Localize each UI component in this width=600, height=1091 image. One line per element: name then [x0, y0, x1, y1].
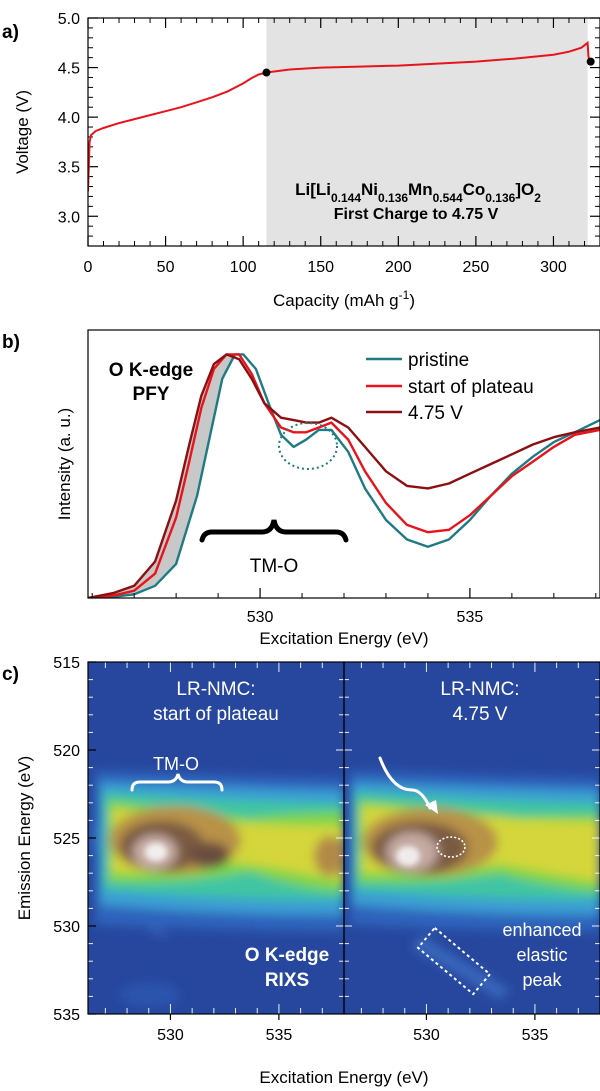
pointer-arrow — [378, 756, 432, 810]
x-tick-label-a: 50 — [157, 259, 175, 276]
tm-o-label-c: TM-O — [153, 754, 199, 774]
elastic-note-line2: elastic — [516, 945, 567, 965]
y-tick-label-c: 530 — [53, 919, 80, 936]
panel-label-b: b) — [2, 332, 20, 353]
elastic-note-line1: enhanced — [502, 920, 581, 940]
map-frame-right — [343, 661, 600, 1015]
map-label-right-line1: LR-NMC: — [440, 679, 519, 700]
dashed-highlight-circle — [278, 422, 338, 470]
pfy-title-line1: O K-edge — [109, 360, 193, 381]
pfy-spectra-chart: b) 530 535 TM-O O K-edge PFY pristine sta… — [2, 329, 600, 648]
y-tick-label-a: 3.0 — [58, 209, 80, 226]
x-ticks-b: 530 535 — [91, 588, 597, 626]
x-tick-label-b: 535 — [457, 609, 484, 626]
legend-entry-start-of-plateau: start of plateau — [408, 377, 534, 398]
y-tick-label-c: 525 — [53, 831, 80, 848]
tm-o-bracket — [199, 519, 349, 543]
rixs-title-line1: O K-edge — [245, 945, 329, 966]
x-tick-label-a: 250 — [463, 259, 490, 276]
x-tick-label-a: 0 — [84, 259, 93, 276]
y-axis-title-a: Voltage (V) — [13, 90, 32, 174]
tm-o-shaded-area — [88, 354, 235, 598]
panel-label-a: a) — [2, 22, 19, 43]
rixs-map-start-of-plateau — [88, 662, 344, 1014]
x-tick-label-c: 530 — [413, 1027, 440, 1044]
x-tick-label-c: 535 — [266, 1027, 293, 1044]
legend: pristine start of plateau 4.75 V — [366, 350, 534, 424]
grid-left — [88, 662, 344, 1014]
map-label-left-line2: start of plateau — [153, 704, 279, 725]
x-tick-label-a: 150 — [307, 259, 334, 276]
y-tick-label-a: 5.0 — [58, 11, 80, 28]
formula-label: Li[Li0.144Ni0.136Mn0.544Co0.136]O2 — [295, 180, 541, 205]
pfy-title-line2: PFY — [133, 384, 170, 405]
x-tick-label-a: 300 — [540, 259, 567, 276]
tm-o-bracket-c — [130, 773, 224, 792]
rixs-map-4-75v — [344, 662, 600, 1014]
ticks-c: 515 520 525 530 535 530 535 530 535 — [53, 655, 548, 1044]
map-label-left-line1: LR-NMC: — [176, 679, 255, 700]
tm-o-label-b: TM-O — [250, 556, 299, 577]
y-tick-label-c: 535 — [53, 1007, 80, 1024]
spectrum-4-75-v — [88, 353, 600, 598]
legend-entry-pristine: pristine — [408, 350, 469, 371]
y-tick-label-a: 4.5 — [58, 61, 80, 78]
panel-label-c: c) — [2, 664, 19, 685]
rixs-maps: c) — [2, 655, 600, 1087]
y-tick-label-a: 4.0 — [58, 110, 80, 127]
y-axis-title-c: Emission Energy (eV) — [15, 756, 34, 920]
x-axis-title-b: Excitation Energy (eV) — [259, 629, 428, 648]
x-tick-label-c: 535 — [522, 1027, 549, 1044]
plot-frame-a — [87, 17, 600, 247]
first-charge-annotation: First Charge to 4.75 V — [334, 206, 499, 223]
x-tick-label-c: 530 — [157, 1027, 184, 1044]
map-label-right-line2: 4.75 V — [453, 704, 508, 725]
spectra-lines — [88, 353, 600, 598]
elastic-peak-box — [416, 926, 492, 996]
elastic-note-line3: peak — [522, 970, 562, 990]
dotted-feature-ellipse — [436, 836, 466, 858]
x-tick-label-a: 100 — [230, 259, 257, 276]
x-y-ticks: 0 50 100 150 200 250 300 3.0 3.5 4.0 4.5 5.0 — [58, 11, 600, 276]
x-tick-label-b: 530 — [247, 609, 274, 626]
marker-point — [586, 57, 595, 66]
y-tick-label-c: 520 — [53, 743, 80, 760]
marker-point — [262, 68, 271, 77]
y-tick-label-c: 515 — [53, 655, 80, 672]
legend-entry-4-75v: 4.75 V — [408, 403, 463, 424]
spectrum-start-of-plateau — [88, 353, 600, 598]
plateau-markers — [262, 57, 595, 77]
x-axis-title-a: Capacity (mAh g-1) — [273, 288, 415, 310]
plot-frame-b — [87, 329, 600, 599]
x-tick-label-a: 200 — [385, 259, 412, 276]
grid-right — [344, 662, 600, 1014]
pointer-arrow-head — [425, 800, 438, 814]
x-axis-title-c: Excitation Energy (eV) — [259, 1068, 428, 1087]
capacity-voltage-chart: a) 0 50 100 150 200 250 300 3.0 3.5 4.0 4.5 5.0 Cap… — [2, 11, 600, 310]
rixs-title-line2: RIXS — [265, 970, 309, 991]
y-tick-label-a: 3.5 — [58, 160, 80, 177]
y-axis-title-b: Intensity (a. u.) — [55, 408, 74, 520]
voltage-curve — [88, 40, 592, 192]
